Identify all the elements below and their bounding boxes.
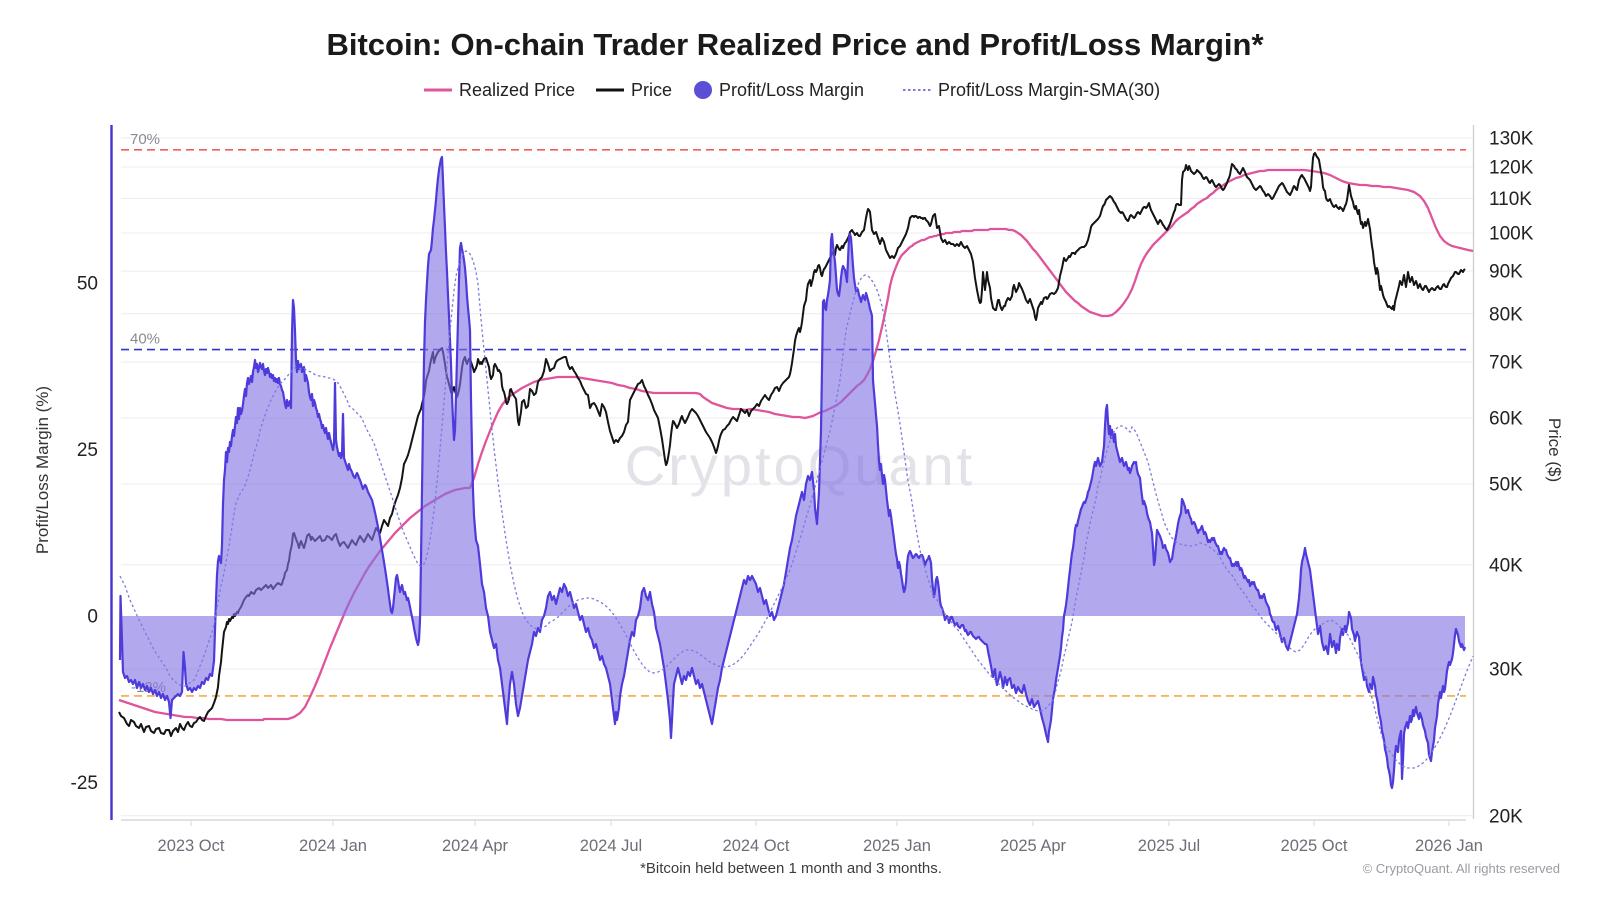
svg-text:60K: 60K (1489, 409, 1523, 430)
svg-text:110K: 110K (1489, 189, 1532, 210)
svg-text:40K: 40K (1489, 555, 1523, 576)
svg-text:50K: 50K (1489, 475, 1523, 496)
svg-text:80K: 80K (1489, 304, 1523, 325)
svg-text:70%: 70% (130, 131, 160, 148)
svg-text:-25: -25 (71, 773, 98, 794)
svg-text:Price ($): Price ($) (1545, 418, 1564, 482)
svg-text:Bitcoin: On-chain Trader Reali: Bitcoin: On-chain Trader Realized Price … (326, 27, 1264, 62)
svg-text:0: 0 (87, 607, 98, 628)
svg-text:25: 25 (77, 440, 98, 461)
svg-text:2023 Oct: 2023 Oct (158, 837, 225, 855)
svg-text:100K: 100K (1489, 224, 1534, 245)
svg-text:Profit/Loss Margin: Profit/Loss Margin (719, 80, 864, 100)
svg-text:© CryptoQuant. All rights rese: © CryptoQuant. All rights reserved (1363, 861, 1560, 876)
svg-text:Realized Price: Realized Price (459, 80, 575, 100)
svg-text:50: 50 (77, 274, 98, 295)
svg-text:70K: 70K (1489, 353, 1523, 374)
svg-text:2024 Apr: 2024 Apr (442, 837, 509, 855)
svg-text:2025 Jul: 2025 Jul (1138, 837, 1200, 855)
svg-text:120K: 120K (1489, 158, 1534, 179)
svg-text:30K: 30K (1489, 660, 1523, 681)
svg-text:90K: 90K (1489, 262, 1523, 283)
svg-text:2024 Jan: 2024 Jan (299, 837, 367, 855)
svg-text:2025 Jan: 2025 Jan (863, 837, 931, 855)
svg-text:2024 Jul: 2024 Jul (580, 837, 642, 855)
svg-text:CryptoQuant: CryptoQuant (625, 434, 976, 497)
svg-text:130K: 130K (1489, 129, 1534, 150)
svg-text:20K: 20K (1489, 806, 1523, 827)
svg-text:2026 Jan: 2026 Jan (1415, 837, 1483, 855)
svg-text:Profit/Loss Margin-SMA(30): Profit/Loss Margin-SMA(30) (938, 80, 1160, 100)
svg-text:Profit/Loss Margin (%): Profit/Loss Margin (%) (33, 386, 52, 554)
svg-text:2025 Apr: 2025 Apr (1000, 837, 1067, 855)
svg-text:40%: 40% (130, 331, 160, 348)
svg-text:Price: Price (631, 80, 672, 100)
svg-text:2025 Oct: 2025 Oct (1281, 837, 1348, 855)
svg-text:2024 Oct: 2024 Oct (723, 837, 790, 855)
svg-text:*Bitcoin held between 1 month: *Bitcoin held between 1 month and 3 mont… (640, 860, 942, 877)
